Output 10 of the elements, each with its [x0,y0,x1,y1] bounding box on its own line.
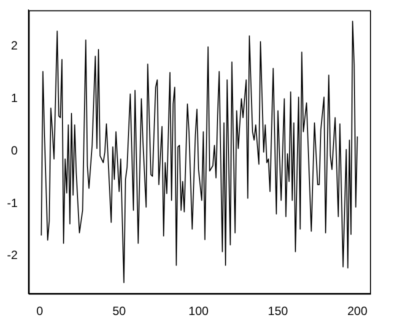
y-tick-label: -2 [7,248,18,262]
y-tick-label: -1 [7,196,18,210]
y-tick-label: 2 [10,38,18,53]
x-tick-label: 0 [36,304,44,318]
x-tick-label: 150 [268,304,288,318]
x-tick-label: 50 [112,304,126,318]
x-tick-label: 200 [347,304,368,318]
y-tick-label: 0 [10,143,18,158]
x-tick-label: 100 [188,304,209,318]
y-tick-label: 1 [10,91,18,106]
